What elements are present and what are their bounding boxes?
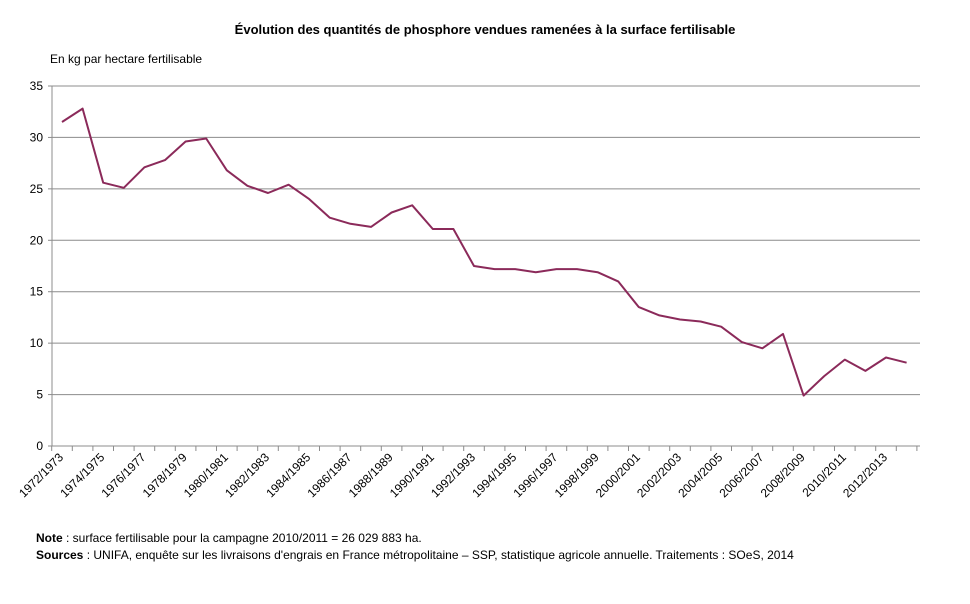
footnotes: Note : surface fertilisable pour la camp…: [36, 530, 816, 564]
sources-line: Sources : UNIFA, enquête sur les livrais…: [36, 547, 816, 564]
sources-text: : UNIFA, enquête sur les livraisons d'en…: [83, 548, 794, 562]
y-tick-label: 20: [30, 233, 44, 247]
x-tick-labels: 1972/19731974/19751976/19771978/19791980…: [16, 450, 890, 500]
y-tick-labels: 0 5 10 15 20 25 30 35: [30, 79, 44, 453]
note-label: Note: [36, 531, 63, 545]
y-tick-label: 25: [30, 182, 44, 196]
y-tick-label: 5: [36, 388, 43, 402]
x-tick-label: 2012/2013: [840, 450, 890, 500]
x-tick-label: 2008/2009: [758, 450, 808, 500]
series-line: [61, 107, 907, 397]
line-chart: 0 5 10 15 20 25 30 35 1972/19731974/19751976/19…: [16, 79, 920, 500]
y-tick-label: 15: [30, 285, 44, 299]
note-text: : surface fertilisable pour la campagne …: [62, 531, 422, 545]
y-axis-unit-label: En kg par hectare fertilisable: [50, 52, 203, 66]
gridlines: [52, 85, 920, 396]
note-line: Note : surface fertilisable pour la camp…: [36, 530, 816, 547]
sources-label: Sources: [36, 548, 84, 562]
y-tick-label: 30: [30, 130, 44, 144]
axes: [48, 85, 920, 451]
y-tick-label: 35: [30, 79, 44, 93]
series-lines: [61, 107, 907, 397]
chart-title: Évolution des quantités de phosphore ven…: [234, 22, 736, 37]
y-tick-label: 0: [36, 439, 43, 453]
y-tick-label: 10: [30, 336, 44, 350]
